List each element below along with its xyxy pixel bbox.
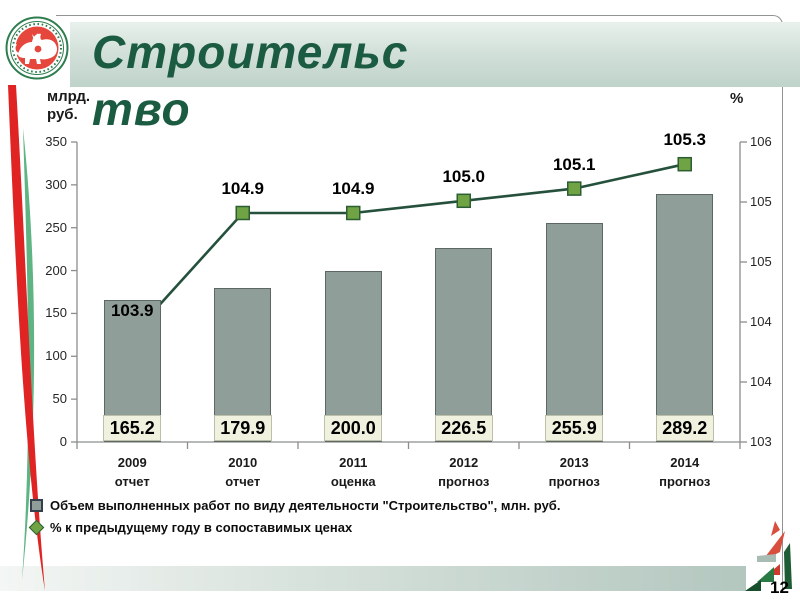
axis-lines xyxy=(76,142,741,443)
category-year: 2011 xyxy=(339,455,368,470)
right-axis-tick-label: 104 xyxy=(750,374,772,389)
category-note: отчет xyxy=(114,474,150,489)
category-year: 2013 xyxy=(559,455,589,470)
category-year: 2014 xyxy=(670,455,700,470)
category-label: 2012 прогноз xyxy=(409,453,519,491)
right-axis-tick-label: 104 xyxy=(750,314,772,329)
left-axis-tick-label: 350 xyxy=(45,134,67,149)
bar-series-marker-icon xyxy=(30,498,43,512)
line-marker xyxy=(677,156,692,172)
right-axis-tick-label: 105 xyxy=(750,254,772,269)
left-axis-tick-label: 250 xyxy=(45,219,67,235)
line-marker xyxy=(567,181,582,196)
bar xyxy=(656,194,714,442)
line-value-label: 103.9 xyxy=(110,301,154,320)
left-axis-tick-label: 50 xyxy=(52,391,67,407)
category-note: отчет xyxy=(225,474,261,489)
right-axis-unit: % xyxy=(730,90,744,107)
line-series xyxy=(131,162,686,336)
line-value-label: 105.0 xyxy=(442,166,486,186)
category-note: оценка xyxy=(330,474,376,489)
category-note: прогноз xyxy=(438,474,490,489)
line-series-marker-icon xyxy=(28,519,45,535)
line-value-label: 104.9 xyxy=(221,179,265,198)
line-value-label: 105.1 xyxy=(552,154,596,174)
legend-label-line-series: % к предыдущему году в сопоставимых цена… xyxy=(50,519,353,535)
bar-value-label: 255.9 xyxy=(545,415,604,441)
page-number: 12 xyxy=(770,578,789,597)
tatarstan-emblem-icon xyxy=(5,16,69,80)
category-year: 2010 xyxy=(228,455,258,470)
ribbons-decoration xyxy=(8,85,45,591)
category-label: 2013 прогноз xyxy=(519,453,629,491)
bar-value-label: 289.2 xyxy=(655,415,714,441)
left-axis-unit-line1: млрд. xyxy=(47,88,91,105)
left-axis-tick-label: 0 xyxy=(59,434,67,449)
line-value-label: 104.9 xyxy=(331,179,375,198)
slide-title-line1: Строительс xyxy=(92,26,409,78)
green-ribbon xyxy=(22,128,35,580)
category-year: 2009 xyxy=(117,455,147,470)
legend-item-line-series: % к предыдущему году в сопоставимых цена… xyxy=(28,516,560,538)
left-axis-tick-label: 100 xyxy=(45,348,67,364)
category-label: 2014 прогноз xyxy=(630,453,740,491)
bottom-right-logo-icon xyxy=(745,521,792,591)
red-ribbon xyxy=(8,85,45,591)
bar xyxy=(324,270,382,442)
chart-legend: Объем выполненных работ по виду деятельн… xyxy=(28,494,560,538)
left-axis-tick-label: 300 xyxy=(45,176,67,192)
bar xyxy=(545,222,603,442)
left-axis-unit: млрд. руб. xyxy=(47,88,90,124)
left-axis-unit-line2: руб. xyxy=(47,106,78,123)
category-note: прогноз xyxy=(548,474,600,489)
line-marker xyxy=(456,193,471,209)
category-label: 2011 оценка xyxy=(298,453,408,491)
line-marker xyxy=(235,205,250,221)
category-label: 2009 отчет xyxy=(77,453,187,491)
right-axis-tick-label: 105 xyxy=(750,194,772,209)
bar-value-label: 200.0 xyxy=(324,415,383,441)
category-year: 2012 xyxy=(449,455,479,470)
line-value-label: 105.3 xyxy=(663,130,707,150)
bar xyxy=(435,247,493,442)
slide-border xyxy=(56,15,783,591)
legend-label-bar-series: Объем выполненных работ по виду деятельн… xyxy=(50,497,561,513)
bar-value-label: 165.2 xyxy=(103,415,162,441)
left-axis-tick-label: 150 xyxy=(45,305,67,321)
category-note: прогноз xyxy=(659,474,711,489)
left-axis-tick-label: 200 xyxy=(45,262,67,278)
title-banner xyxy=(70,22,800,87)
bar-value-label: 226.5 xyxy=(434,415,493,441)
line-marker xyxy=(346,205,361,221)
category-label: 2010 отчет xyxy=(188,453,298,491)
footer-band xyxy=(0,566,746,591)
bar-value-label: 179.9 xyxy=(213,415,272,441)
legend-item-bar-series: Объем выполненных работ по виду деятельн… xyxy=(30,494,560,516)
slide-title-line2: тво xyxy=(92,83,191,135)
right-axis-tick-label: 103 xyxy=(750,434,772,449)
right-axis-tick-label: 106 xyxy=(750,134,772,149)
